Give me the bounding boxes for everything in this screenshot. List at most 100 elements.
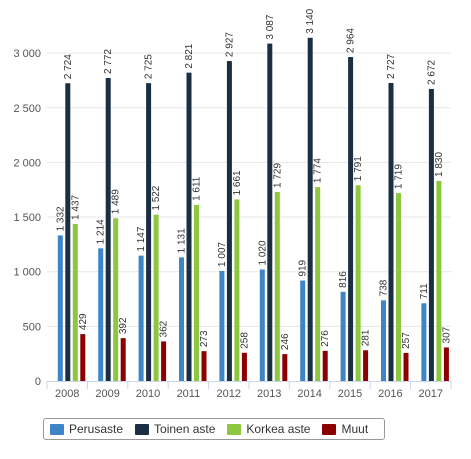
data-label: 1 437: [70, 194, 81, 219]
data-label: 738: [379, 279, 390, 296]
bar-korkea-aste[interactable]: [396, 193, 401, 381]
bar-perusaste[interactable]: [300, 280, 306, 381]
x-tick-label: 2014: [297, 388, 321, 400]
legend-item-korkea-aste[interactable]: Korkea aste: [227, 422, 310, 436]
x-tick-label: 2009: [95, 388, 119, 400]
bar-korkea-aste[interactable]: [113, 218, 119, 381]
data-label: 1 332: [55, 206, 66, 231]
data-label: 362: [159, 320, 170, 337]
data-label: 2 927: [224, 32, 235, 57]
legend-label: Korkea aste: [246, 422, 311, 436]
bar-toinen-aste[interactable]: [267, 43, 273, 381]
data-label: 1 661: [232, 170, 243, 195]
bar-korkea-aste[interactable]: [355, 185, 361, 381]
bar-toinen-aste[interactable]: [226, 61, 232, 382]
legend: Perusaste Toinen aste Korkea aste Muut: [43, 418, 385, 440]
x-tick-label: 2011: [177, 388, 201, 400]
data-label: 1 791: [353, 156, 364, 181]
legend-swatch: [227, 423, 242, 435]
bar-perusaste[interactable]: [57, 235, 63, 381]
bar-muut[interactable]: [322, 350, 328, 381]
bar-korkea-aste[interactable]: [72, 223, 78, 381]
data-label: 816: [338, 271, 349, 288]
bar-korkea-aste[interactable]: [153, 214, 159, 381]
data-label: 392: [118, 317, 129, 334]
bar-muut[interactable]: [403, 352, 409, 381]
bar-korkea-aste[interactable]: [234, 199, 240, 381]
x-tick-label: 2013: [257, 388, 281, 400]
bar-toinen-aste[interactable]: [307, 37, 313, 381]
bar-toinen-aste[interactable]: [348, 57, 354, 382]
data-label: 919: [298, 259, 309, 276]
data-label: 1 020: [257, 240, 268, 265]
data-label: 1 147: [136, 226, 147, 251]
data-label: 2 772: [103, 49, 114, 74]
legend-item-toinen-aste[interactable]: Toinen aste: [135, 422, 215, 436]
bar-muut[interactable]: [363, 350, 369, 381]
bar-muut[interactable]: [161, 341, 167, 381]
legend-item-muut[interactable]: Muut: [322, 422, 368, 436]
bar-perusaste[interactable]: [421, 303, 427, 381]
bar-muut[interactable]: [241, 352, 247, 381]
legend-label: Muut: [341, 422, 369, 436]
data-label: 2 821: [184, 43, 195, 68]
y-tick-label: 3 000: [13, 48, 41, 60]
data-label: 2 725: [144, 54, 155, 79]
bar-perusaste[interactable]: [219, 270, 225, 381]
bar-perusaste[interactable]: [98, 248, 104, 381]
data-label: 2 727: [386, 53, 397, 78]
data-label: 3 140: [305, 8, 316, 33]
bar-muut[interactable]: [443, 347, 449, 381]
data-label: 2 724: [63, 54, 74, 79]
data-label: 711: [419, 283, 430, 299]
legend-item-perusaste[interactable]: Perusaste: [50, 422, 123, 436]
bar-perusaste[interactable]: [179, 257, 184, 381]
data-label: 281: [361, 329, 372, 346]
y-tick-label: 1 500: [13, 212, 41, 224]
x-tick-label: 2012: [217, 388, 241, 400]
bar-toinen-aste[interactable]: [186, 72, 192, 381]
bar-korkea-aste[interactable]: [315, 187, 321, 381]
bar-perusaste[interactable]: [259, 269, 265, 381]
bar-muut[interactable]: [282, 354, 288, 381]
y-tick-label: 2 000: [13, 157, 41, 169]
legend-swatch: [135, 423, 150, 435]
data-label: 1 007: [217, 241, 228, 266]
data-label: 2 672: [426, 59, 437, 84]
bar-toinen-aste[interactable]: [65, 83, 71, 382]
bar-perusaste[interactable]: [138, 255, 144, 381]
data-label: 257: [401, 332, 412, 349]
data-label: 2 964: [346, 28, 357, 53]
data-label: 1 489: [111, 189, 122, 214]
data-label: 1 611: [192, 176, 203, 201]
bar-toinen-aste[interactable]: [388, 82, 394, 381]
bar-toinen-aste[interactable]: [146, 83, 152, 381]
bar-perusaste[interactable]: [381, 300, 386, 381]
bar-korkea-aste[interactable]: [274, 192, 280, 381]
bars: [57, 37, 449, 382]
x-tick-label: 2017: [419, 388, 443, 400]
bar-perusaste[interactable]: [340, 291, 346, 381]
data-label: 246: [280, 333, 291, 350]
data-label: 3 087: [265, 14, 276, 39]
bar-toinen-aste[interactable]: [105, 78, 111, 382]
bar-toinen-aste[interactable]: [428, 88, 434, 381]
data-labels: 1 332 2 724 1 437 429 1 214 2 772 1 489 392 1 14…: [55, 8, 452, 350]
y-tick-label: 500: [23, 321, 41, 333]
bar-muut[interactable]: [80, 334, 86, 381]
data-label: 429: [78, 313, 89, 330]
legend-swatch: [322, 423, 337, 435]
y-axis: 0 500 1 000 1 500 2 000 2 500 3 000: [13, 48, 41, 388]
x-tick-label: 2015: [338, 388, 362, 400]
data-label: 1 719: [394, 164, 405, 189]
y-tick-label: 1 000: [13, 267, 41, 279]
data-label: 1 729: [272, 163, 283, 188]
bar-korkea-aste[interactable]: [194, 204, 199, 381]
bar-muut[interactable]: [201, 351, 207, 381]
bar-korkea-aste[interactable]: [436, 180, 442, 381]
y-tick-label: 0: [35, 376, 41, 388]
x-tick-label: 2010: [136, 388, 160, 400]
bar-muut[interactable]: [120, 338, 126, 381]
legend-label: Perusaste: [69, 422, 124, 436]
